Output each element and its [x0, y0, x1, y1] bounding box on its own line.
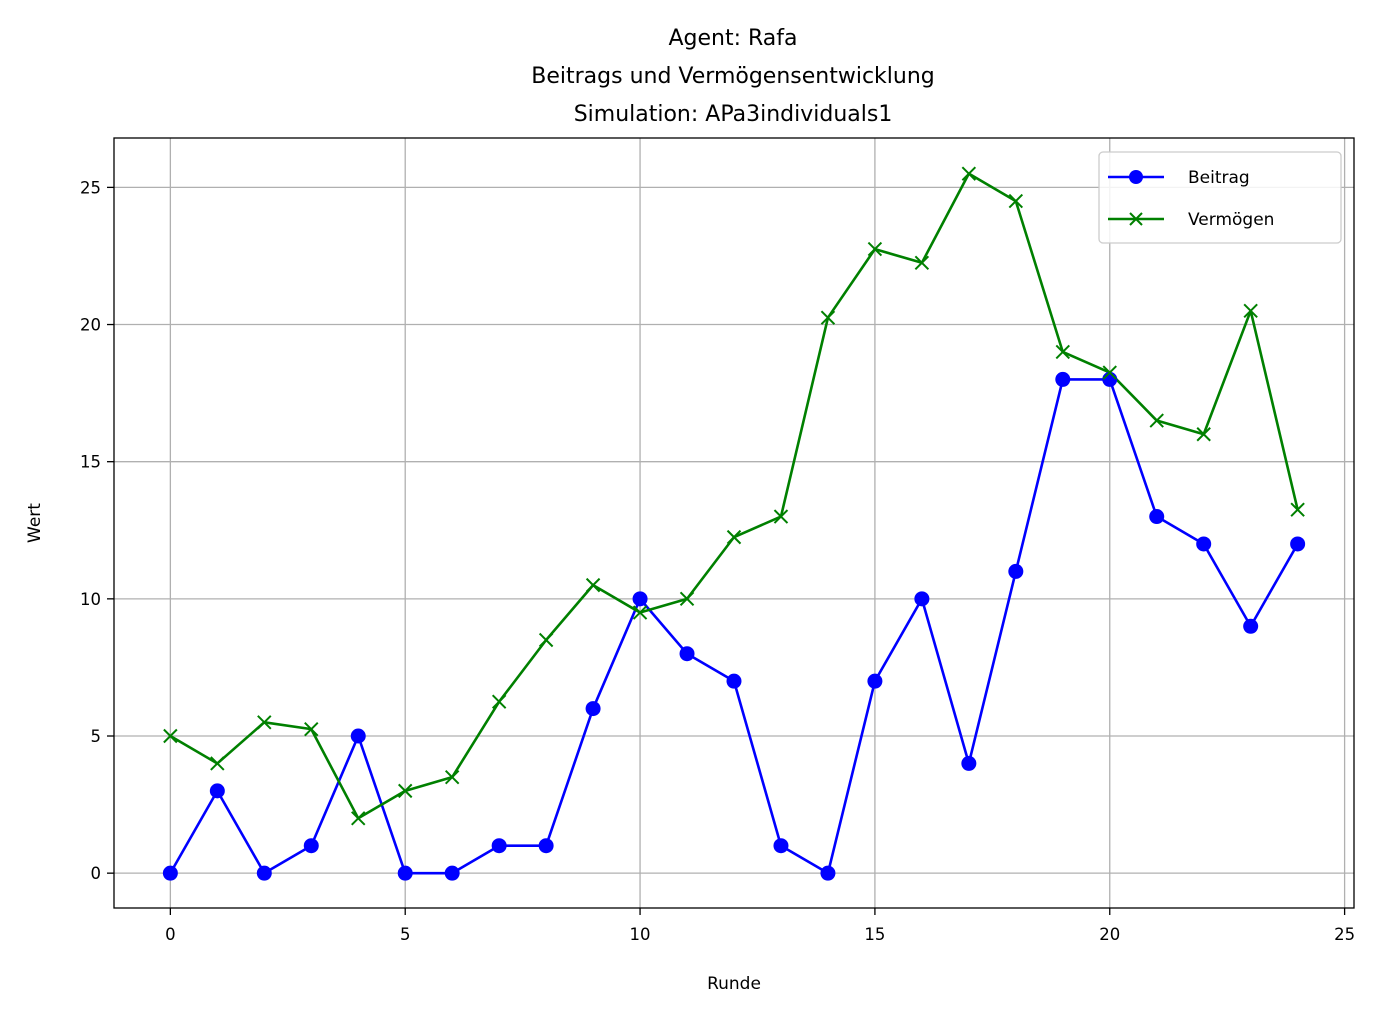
grid-lines	[114, 138, 1354, 908]
point-vermoegen	[1290, 502, 1305, 517]
point-beitrag	[397, 865, 413, 881]
point-vermoegen	[867, 241, 883, 257]
point-beitrag	[773, 838, 789, 854]
point-vermoegen	[585, 577, 601, 593]
point-beitrag	[491, 838, 507, 854]
point-vermoegen	[351, 811, 366, 826]
title-line-1: Agent: Rafa	[668, 26, 797, 51]
point-beitrag	[914, 591, 930, 607]
point-vermoegen	[726, 529, 742, 545]
point-beitrag	[1290, 536, 1306, 552]
series-markers	[162, 166, 1306, 881]
point-vermoegen	[914, 255, 930, 271]
point-beitrag	[162, 865, 178, 881]
point-vermoegen	[820, 310, 836, 325]
point-vermoegen	[257, 715, 272, 730]
x-tick-label: 20	[1099, 925, 1120, 944]
chart-title: Agent: Rafa Beitrags und Vermögensentwic…	[531, 26, 935, 127]
point-beitrag	[538, 838, 554, 854]
point-vermoegen	[210, 756, 225, 771]
point-vermoegen	[773, 509, 789, 524]
x-axis-ticks: 0 5 10 15 20 25	[165, 908, 1355, 944]
point-beitrag	[961, 755, 977, 771]
point-beitrag	[679, 646, 695, 662]
point-vermoegen	[398, 783, 413, 799]
point-beitrag	[256, 865, 272, 881]
point-beitrag	[444, 865, 460, 881]
point-beitrag	[303, 838, 319, 854]
point-vermoegen	[1149, 413, 1164, 428]
plot-frame	[113, 137, 1355, 909]
title-line-2: Beitrags und Vermögensentwicklung	[531, 64, 935, 89]
legend-marker-vermoegen	[1129, 212, 1143, 226]
point-beitrag	[1008, 563, 1024, 579]
point-beitrag	[632, 591, 648, 607]
point-beitrag	[1102, 371, 1118, 387]
y-tick-label: 25	[80, 178, 101, 197]
point-beitrag	[1243, 618, 1259, 634]
legend-marker-beitrag	[1129, 170, 1143, 184]
y-axis-ticks: 0 5 10 15 20 25	[80, 178, 114, 883]
legend-label-vermoegen: Vermögen	[1188, 210, 1274, 230]
legend: Beitrag Vermögen	[1098, 151, 1342, 244]
point-vermoegen	[1008, 193, 1024, 209]
point-vermoegen	[163, 728, 178, 744]
point-beitrag	[726, 673, 742, 689]
y-tick-label: 0	[91, 864, 102, 883]
y-tick-label: 20	[80, 316, 101, 335]
point-vermoegen	[444, 769, 460, 785]
point-vermoegen	[1102, 365, 1117, 380]
point-vermoegen	[538, 632, 554, 648]
point-vermoegen	[491, 694, 507, 709]
y-tick-label: 10	[80, 590, 101, 609]
x-tick-label: 10	[630, 925, 651, 944]
x-tick-label: 5	[400, 925, 411, 944]
point-vermoegen	[1055, 344, 1070, 360]
point-beitrag	[209, 783, 225, 799]
y-tick-label: 15	[80, 453, 101, 472]
point-vermoegen	[679, 591, 695, 607]
point-beitrag	[867, 673, 883, 689]
y-axis-label: Wert	[25, 503, 45, 543]
point-vermoegen	[632, 605, 648, 620]
x-axis-label: Runde	[707, 974, 761, 994]
point-beitrag	[1149, 509, 1165, 525]
point-vermoegen	[961, 166, 977, 181]
point-beitrag	[1055, 371, 1071, 387]
point-beitrag	[585, 701, 601, 717]
title-line-3: Simulation: APa3individuals1	[574, 102, 893, 127]
x-tick-label: 15	[864, 925, 885, 944]
point-beitrag	[350, 728, 366, 744]
x-tick-label: 0	[165, 925, 176, 944]
point-beitrag	[820, 865, 836, 881]
point-beitrag	[1196, 536, 1212, 552]
y-tick-label: 5	[91, 727, 102, 746]
point-vermoegen	[1243, 303, 1258, 319]
point-vermoegen	[304, 721, 319, 737]
legend-label-beitrag: Beitrag	[1188, 168, 1250, 188]
x-tick-label: 25	[1334, 925, 1355, 944]
point-vermoegen	[1196, 427, 1211, 442]
